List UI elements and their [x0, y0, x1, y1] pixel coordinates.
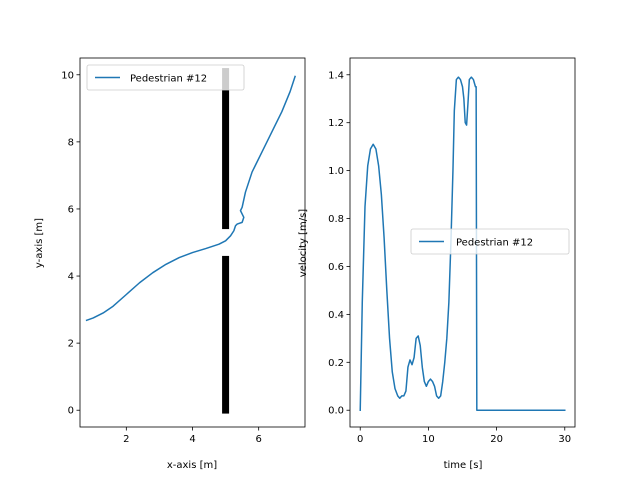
- velocity-plot-area: [359, 76, 566, 411]
- velocity-ytick-label-6: 1.2: [328, 118, 344, 129]
- velocity-legend-label: Pedestrian #12: [456, 238, 533, 249]
- trajectory-plot-area: [85, 68, 297, 414]
- trajectory-obstacle-1: [222, 68, 230, 230]
- trajectory-ytick-label-4: 8: [68, 137, 74, 148]
- trajectory-ytick-label-2: 4: [68, 272, 74, 283]
- trajectory-legend-box: [86, 64, 245, 91]
- velocity-xtick-label-0: 0: [357, 434, 363, 445]
- velocity-axes-frame: [349, 57, 576, 428]
- trajectory-legend: Pedestrian #12: [86, 64, 245, 91]
- velocity-legend: Pedestrian #12: [410, 228, 570, 255]
- velocity-xtick-label-1: 10: [422, 434, 435, 445]
- velocity-ticks: 0 10 20 30 0.0 0.2 0.4 0.6 0.8 1.0 1.2 1.4: [328, 70, 571, 445]
- velocity-ytick-label-0: 0.0: [328, 406, 344, 417]
- velocity-legend-box: [410, 228, 570, 255]
- velocity-series-line-0: [359, 76, 566, 411]
- trajectory-ytick-label-5: 10: [61, 70, 74, 81]
- velocity-ytick-label-7: 1.4: [328, 70, 344, 81]
- velocity-chart: 0 10 20 30 0.0 0.2 0.4 0.6 0.8 1.0 1.2 1.4 time [s]…: [298, 57, 576, 471]
- velocity-xlabel: time [s]: [444, 460, 483, 471]
- velocity-ylabel: velocity [m/s]: [298, 209, 309, 277]
- trajectory-xtick-label-0: 2: [123, 434, 129, 445]
- trajectory-ytick-label-3: 6: [68, 204, 74, 215]
- trajectory-ytick-label-1: 2: [68, 339, 74, 350]
- velocity-xtick-label-2: 20: [490, 434, 503, 445]
- trajectory-ticks: 2 4 6 0 2 4 6 8 10: [61, 70, 262, 445]
- velocity-ytick-label-1: 0.2: [328, 358, 344, 369]
- trajectory-chart: 2 4 6 0 2 4 6 8 10 x-axis [m] y-axis [m] Pedestr…: [34, 57, 306, 471]
- trajectory-xtick-label-2: 6: [255, 434, 261, 445]
- velocity-ytick-label-4: 0.8: [328, 214, 344, 225]
- velocity-ytick-label-5: 1.0: [328, 166, 344, 177]
- velocity-ytick-label-2: 0.4: [328, 310, 344, 321]
- trajectory-ytick-label-0: 0: [68, 406, 74, 417]
- velocity-ytick-label-3: 0.6: [328, 262, 344, 273]
- trajectory-ylabel: y-axis [m]: [34, 218, 45, 268]
- trajectory-xlabel: x-axis [m]: [167, 460, 217, 471]
- velocity-xtick-label-3: 30: [558, 434, 571, 445]
- trajectory-xtick-label-1: 4: [189, 434, 195, 445]
- trajectory-legend-label: Pedestrian #12: [130, 74, 207, 85]
- trajectory-obstacle-0: [222, 255, 230, 414]
- trajectory-series-line-0: [85, 75, 297, 322]
